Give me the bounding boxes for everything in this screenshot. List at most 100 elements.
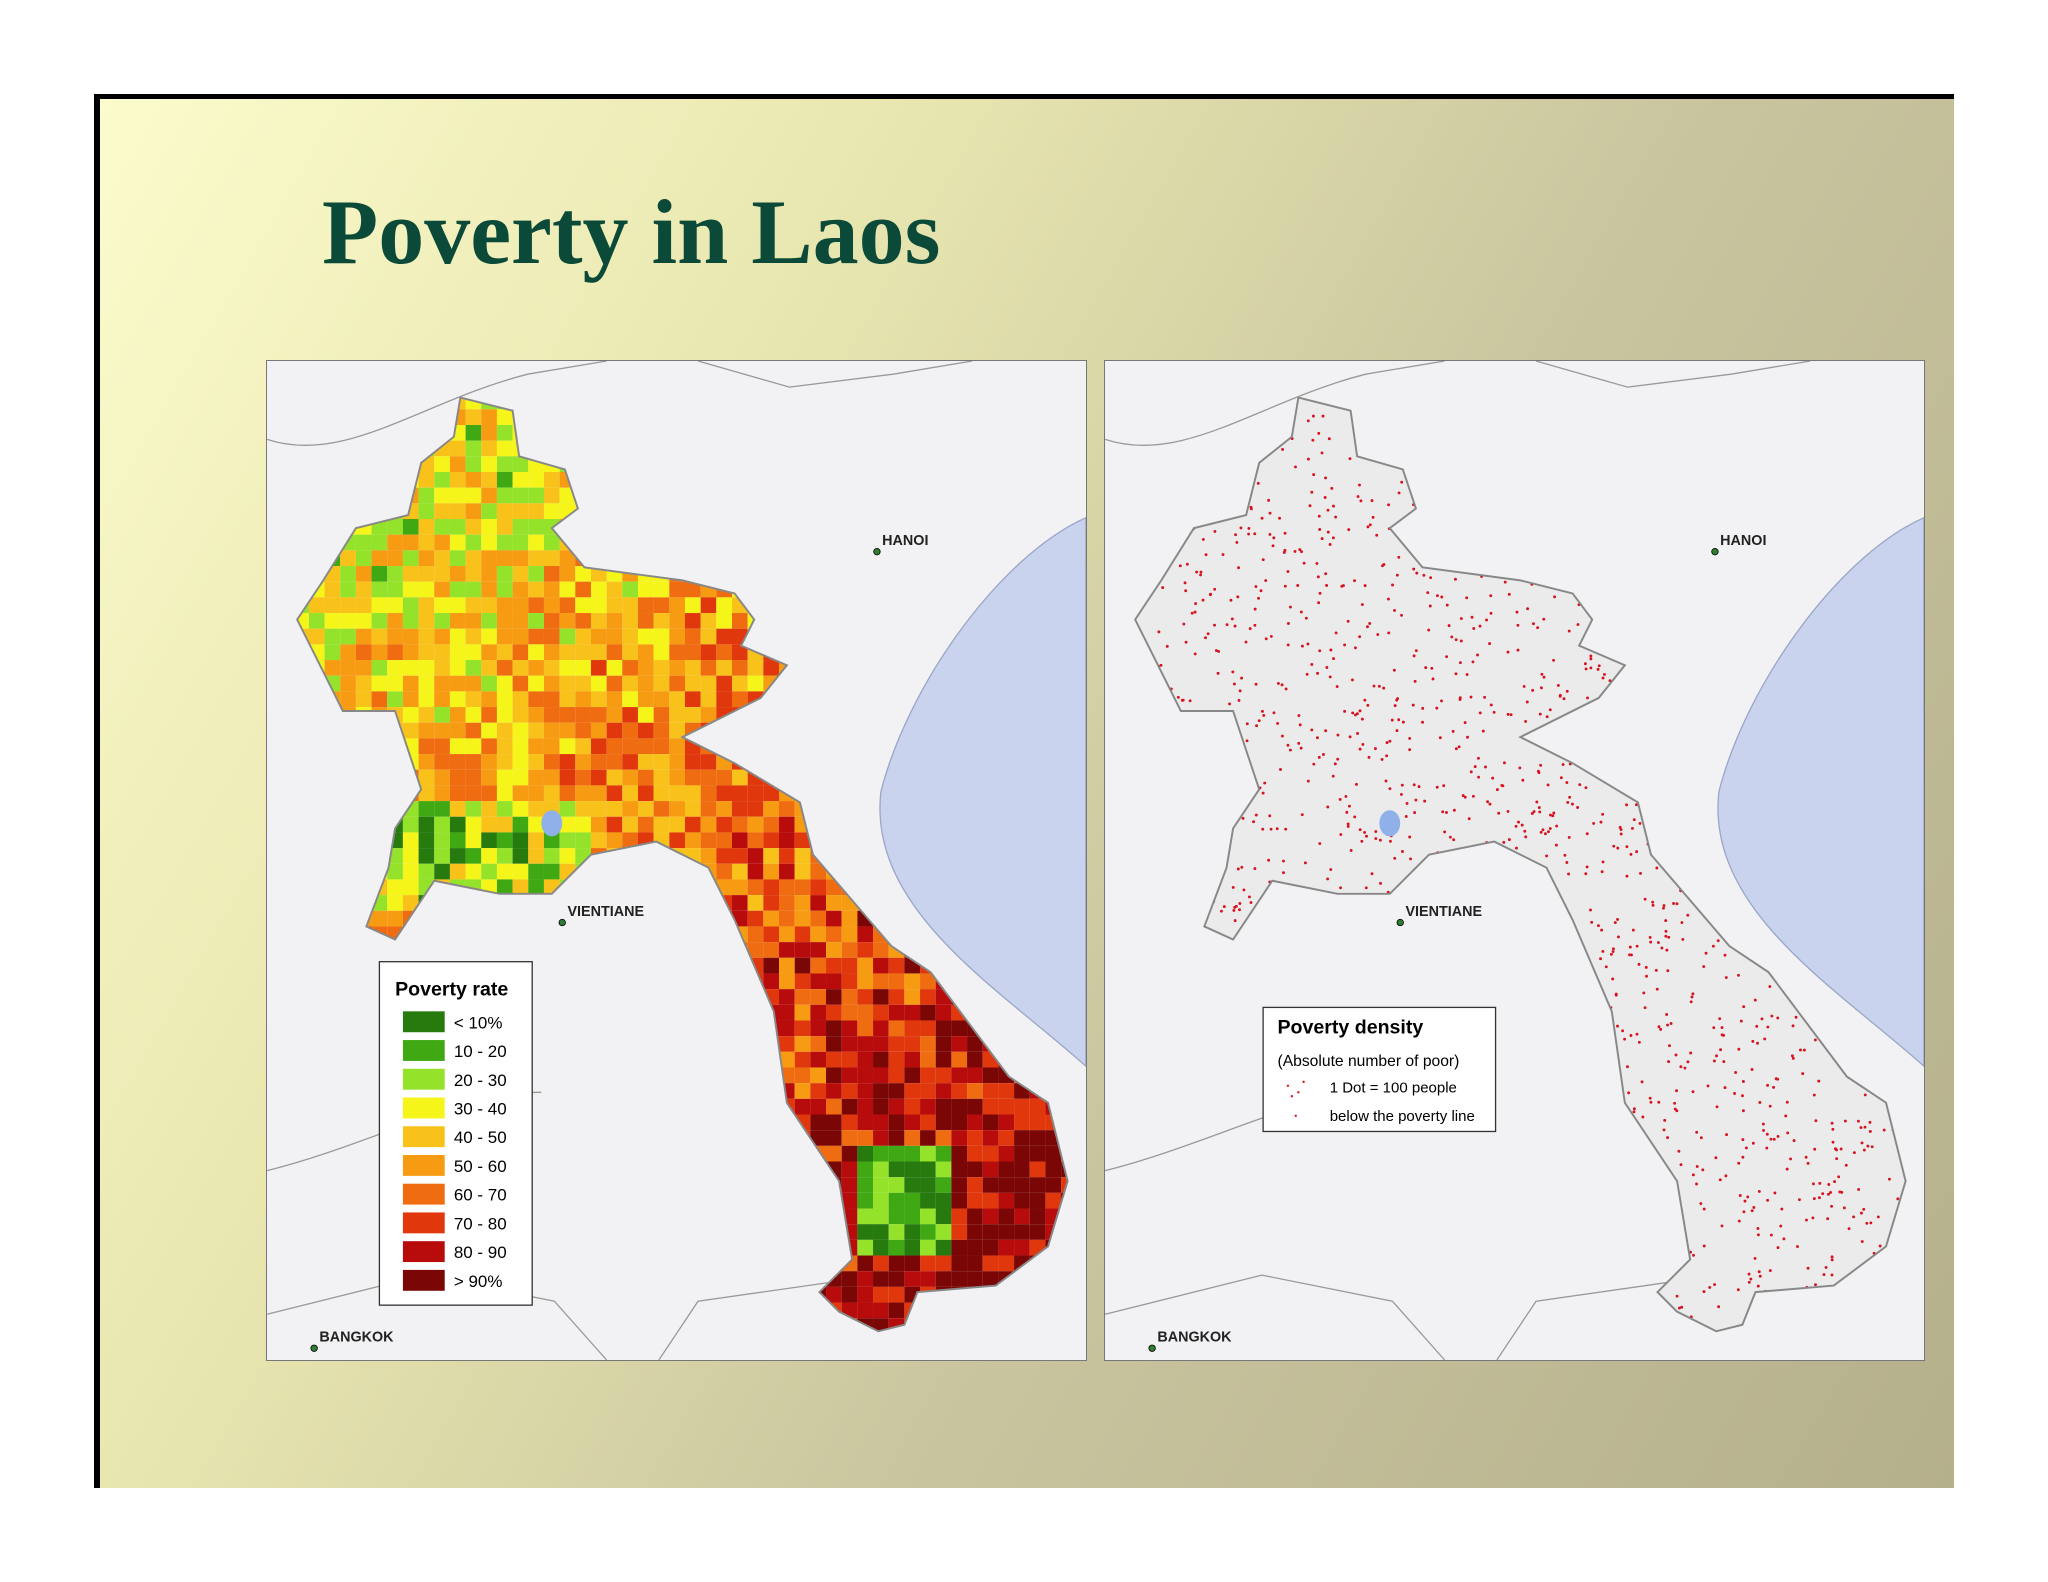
district bbox=[512, 895, 529, 911]
poverty-dot bbox=[1255, 441, 1259, 445]
poverty-dot bbox=[1320, 967, 1324, 971]
district bbox=[575, 816, 591, 833]
poverty-dot bbox=[1476, 975, 1480, 979]
poverty-dot bbox=[1523, 541, 1527, 545]
district bbox=[826, 895, 842, 911]
poverty-dot bbox=[1653, 424, 1657, 428]
poverty-dot bbox=[1282, 1305, 1285, 1309]
district bbox=[371, 581, 388, 598]
district bbox=[685, 1334, 701, 1350]
poverty-dot bbox=[1516, 436, 1520, 440]
poverty-dot bbox=[1399, 1141, 1403, 1145]
poverty-dot bbox=[1759, 598, 1762, 602]
district bbox=[637, 550, 654, 567]
poverty-dot bbox=[1526, 553, 1530, 556]
district bbox=[481, 550, 497, 567]
district bbox=[794, 550, 811, 567]
poverty-dot bbox=[1586, 1034, 1590, 1038]
poverty-dot bbox=[1768, 1269, 1772, 1272]
district bbox=[402, 1318, 419, 1332]
district bbox=[418, 566, 435, 582]
district bbox=[700, 926, 717, 943]
district bbox=[700, 597, 717, 614]
poverty-dot bbox=[1344, 1220, 1348, 1224]
poverty-dot bbox=[1609, 1220, 1613, 1224]
district bbox=[935, 1224, 952, 1240]
district bbox=[449, 754, 466, 770]
district bbox=[904, 397, 921, 410]
district bbox=[935, 1004, 952, 1021]
district bbox=[700, 1036, 717, 1052]
district bbox=[810, 409, 827, 425]
poverty-dot bbox=[1534, 485, 1538, 489]
poverty-dot bbox=[1278, 951, 1282, 955]
district bbox=[434, 660, 450, 676]
district bbox=[732, 409, 748, 425]
district bbox=[340, 722, 356, 739]
poverty-dot bbox=[1757, 1293, 1761, 1297]
district bbox=[904, 989, 921, 1005]
poverty-dot bbox=[1570, 973, 1573, 977]
poverty-dot bbox=[1465, 673, 1469, 676]
legend-swatch bbox=[402, 1126, 445, 1148]
district bbox=[794, 597, 811, 614]
district bbox=[747, 597, 764, 614]
district bbox=[355, 957, 372, 974]
district bbox=[888, 456, 905, 472]
district bbox=[575, 1161, 591, 1178]
district bbox=[920, 456, 936, 472]
district bbox=[700, 1098, 717, 1115]
district bbox=[904, 1020, 921, 1037]
district bbox=[700, 707, 717, 723]
poverty-dot bbox=[1741, 432, 1745, 436]
district bbox=[888, 1036, 905, 1052]
district bbox=[496, 926, 513, 943]
poverty-dot bbox=[1733, 1092, 1736, 1095]
district bbox=[982, 1302, 999, 1319]
district bbox=[308, 1051, 325, 1068]
poverty-dot bbox=[1835, 1319, 1839, 1323]
district bbox=[826, 1098, 842, 1115]
poverty-dot bbox=[1599, 1084, 1602, 1088]
district bbox=[810, 816, 827, 833]
district bbox=[826, 1286, 842, 1303]
district bbox=[387, 769, 403, 786]
poverty-dot bbox=[1167, 990, 1171, 994]
district bbox=[888, 613, 905, 629]
poverty-dot bbox=[1665, 948, 1669, 952]
district bbox=[575, 1318, 591, 1332]
district bbox=[684, 487, 701, 504]
poverty-dot bbox=[1385, 1185, 1389, 1189]
district bbox=[340, 1271, 356, 1287]
district bbox=[465, 397, 482, 410]
poverty-dot bbox=[1440, 699, 1443, 703]
poverty-dot bbox=[1840, 1282, 1844, 1286]
district bbox=[779, 1208, 795, 1225]
district bbox=[747, 566, 764, 582]
district bbox=[810, 769, 827, 786]
district bbox=[873, 472, 889, 488]
district bbox=[653, 1255, 670, 1272]
poverty-dot bbox=[1567, 1025, 1571, 1028]
poverty-dot bbox=[1596, 591, 1600, 595]
district bbox=[449, 519, 466, 535]
poverty-dot bbox=[1588, 508, 1592, 512]
poverty-dot bbox=[1450, 635, 1454, 639]
district bbox=[732, 1255, 748, 1272]
poverty-dot bbox=[1143, 1215, 1146, 1218]
district bbox=[449, 691, 466, 708]
poverty-dot bbox=[1860, 1211, 1863, 1215]
district bbox=[951, 487, 968, 504]
district bbox=[1014, 1051, 1030, 1068]
district bbox=[355, 456, 372, 472]
poverty-dot bbox=[1671, 785, 1675, 788]
district bbox=[465, 660, 482, 676]
district bbox=[559, 1239, 576, 1256]
district bbox=[340, 1067, 356, 1084]
district bbox=[465, 785, 482, 802]
poverty-dot bbox=[1585, 865, 1589, 869]
poverty-dot bbox=[1463, 942, 1467, 946]
poverty-dot bbox=[1804, 568, 1808, 572]
poverty-dot bbox=[1370, 920, 1374, 924]
district bbox=[810, 644, 827, 661]
